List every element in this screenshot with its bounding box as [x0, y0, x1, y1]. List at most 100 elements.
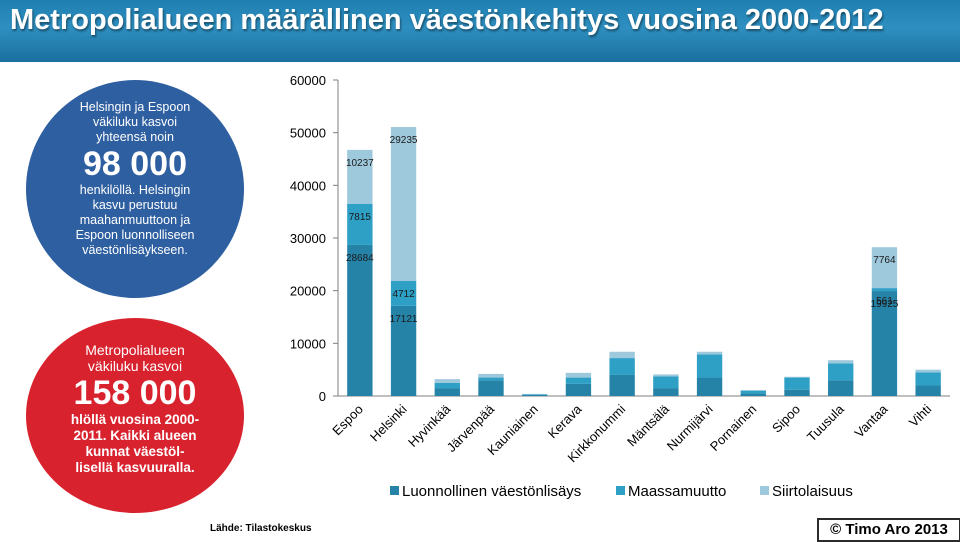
helsinki-espoo-info-circle: Helsingin ja Espoon väkiluku kasvoi yhte…	[26, 80, 244, 298]
bar-segment	[390, 305, 417, 396]
legend-label: Maassamuutto	[628, 483, 726, 500]
y-tick-label: 50000	[290, 126, 326, 141]
legend-label: Luonnollinen väestönlisäys	[402, 483, 581, 500]
red-circle-line3: hlöllä vuosina 2000-	[70, 412, 200, 427]
bar-segment	[828, 363, 854, 381]
bar-segment	[434, 382, 460, 389]
bar-segment	[915, 369, 941, 373]
x-category-label: Tuusula	[804, 401, 848, 445]
x-category-label: Vihti	[906, 401, 934, 429]
bar-segment	[871, 288, 898, 292]
blue-circle-line7: Espoon luonnolliseen	[75, 228, 195, 242]
blue-circle-line4: henkilöllä. Helsingin	[79, 183, 191, 197]
y-tick-label: 30000	[290, 231, 326, 246]
data-label: 29235	[390, 135, 418, 146]
blue-circle-line3: yhteensä noin	[96, 130, 174, 144]
red-circle-line5: kunnat väestöl-	[85, 444, 185, 459]
bar-segment	[434, 379, 460, 383]
bar-segment	[784, 377, 810, 390]
bar-segment	[565, 372, 592, 378]
bar-segment	[478, 380, 504, 396]
red-circle-line4: 2011. Kaikki alueen	[73, 428, 197, 443]
metropolitan-info-circle: Metropolialueen väkiluku kasvoi 158 000 …	[26, 318, 244, 513]
bar-segment	[828, 380, 854, 396]
bar-segment	[478, 373, 504, 378]
bar-segment	[828, 360, 854, 364]
bar-segment	[740, 389, 766, 391]
bar-segment	[784, 376, 810, 378]
x-category-label: Helsinki	[367, 401, 410, 444]
y-axis: 0 10000 20000 30000 40000 50000 60000	[290, 73, 950, 404]
y-tick-label: 40000	[290, 178, 326, 193]
bar-segment	[696, 354, 723, 378]
data-label: 17121	[390, 314, 418, 325]
blue-circle-line2: väkiluku kasvoi	[92, 115, 178, 129]
bar-segment	[347, 203, 373, 245]
legend: Luonnollinen väestönlisäys Maassamuutto Si…	[390, 483, 853, 500]
blue-circle-line6: maahanmuuttoon ja	[79, 213, 191, 227]
blue-circle-line5: kasvu perustuu	[92, 198, 178, 212]
copyright-badge: © Timo Aro 2013	[817, 518, 960, 542]
bar-segment	[609, 358, 635, 375]
x-category-label: Vantaa	[851, 401, 891, 441]
x-category-label: Kerava	[545, 401, 585, 441]
legend-swatch	[390, 486, 399, 495]
x-category-label: Pornainen	[707, 402, 760, 455]
data-label: 7815	[349, 212, 372, 223]
bar-segment	[522, 394, 548, 395]
data-label: 561	[876, 296, 893, 307]
bar-segment	[653, 376, 679, 389]
data-label: 4712	[392, 289, 415, 300]
data-label: 28684	[346, 253, 374, 264]
bar-segment	[871, 291, 898, 396]
red-circle-line1: Metropolialueen	[85, 342, 185, 358]
bar-segment	[915, 385, 941, 396]
bar-segment	[740, 390, 766, 394]
bar-segment	[565, 377, 592, 384]
blue-circle-big-number: 98 000	[83, 145, 187, 183]
y-tick-label: 60000	[290, 73, 326, 88]
y-tick-label: 10000	[290, 336, 326, 351]
bar-segment	[609, 351, 635, 359]
bar-segment	[696, 377, 723, 396]
bar-segment	[784, 389, 810, 396]
bar-segment	[434, 388, 460, 396]
bar-segment	[871, 247, 898, 289]
bar-segment	[915, 372, 941, 386]
red-circle-line6: lisellä kasvuuralla.	[75, 460, 195, 475]
y-tick-label: 20000	[290, 284, 326, 299]
bar-segment	[565, 383, 592, 396]
bar-segment	[653, 388, 679, 396]
red-circle-line2: väkiluku kasvoi	[87, 358, 183, 374]
bar-segment	[347, 244, 373, 396]
bars	[347, 127, 941, 396]
bar-segment	[522, 394, 548, 396]
bar-segment	[696, 351, 723, 355]
bar-segment	[347, 149, 373, 204]
bar-segment	[653, 374, 679, 377]
bar-segment	[390, 281, 417, 306]
bar-segment	[740, 393, 766, 396]
page-title: Metropolialueen määrällinen väestönkehit…	[10, 4, 884, 36]
bar-segment	[609, 374, 635, 396]
bar-segment	[478, 377, 504, 381]
x-category-label: Espoo	[329, 402, 366, 439]
blue-circle-line8: väestönlisäykseen.	[82, 243, 188, 257]
legend-swatch	[760, 486, 769, 495]
data-label: 7764	[873, 255, 896, 266]
legend-label: Siirtolaisuus	[772, 483, 853, 500]
title-bar: Metropolialueen määrällinen väestönkehit…	[0, 0, 960, 62]
x-axis: Espoo HelsinkiHyvinkääJärvenpääKauniainen…	[329, 401, 934, 465]
bar-segment	[522, 393, 548, 395]
data-label: 10237	[346, 158, 374, 169]
source-note: Lähde: Tilastokeskus	[210, 523, 312, 534]
data-label: 19925	[871, 299, 899, 310]
legend-swatch	[616, 486, 625, 495]
red-circle-big-number: 158 000	[73, 374, 197, 412]
blue-circle-line1: Helsingin ja Espoon	[79, 100, 191, 114]
y-tick-label: 0	[319, 389, 326, 404]
bar-segment	[390, 127, 417, 282]
x-category-label: Sipoo	[769, 402, 803, 436]
